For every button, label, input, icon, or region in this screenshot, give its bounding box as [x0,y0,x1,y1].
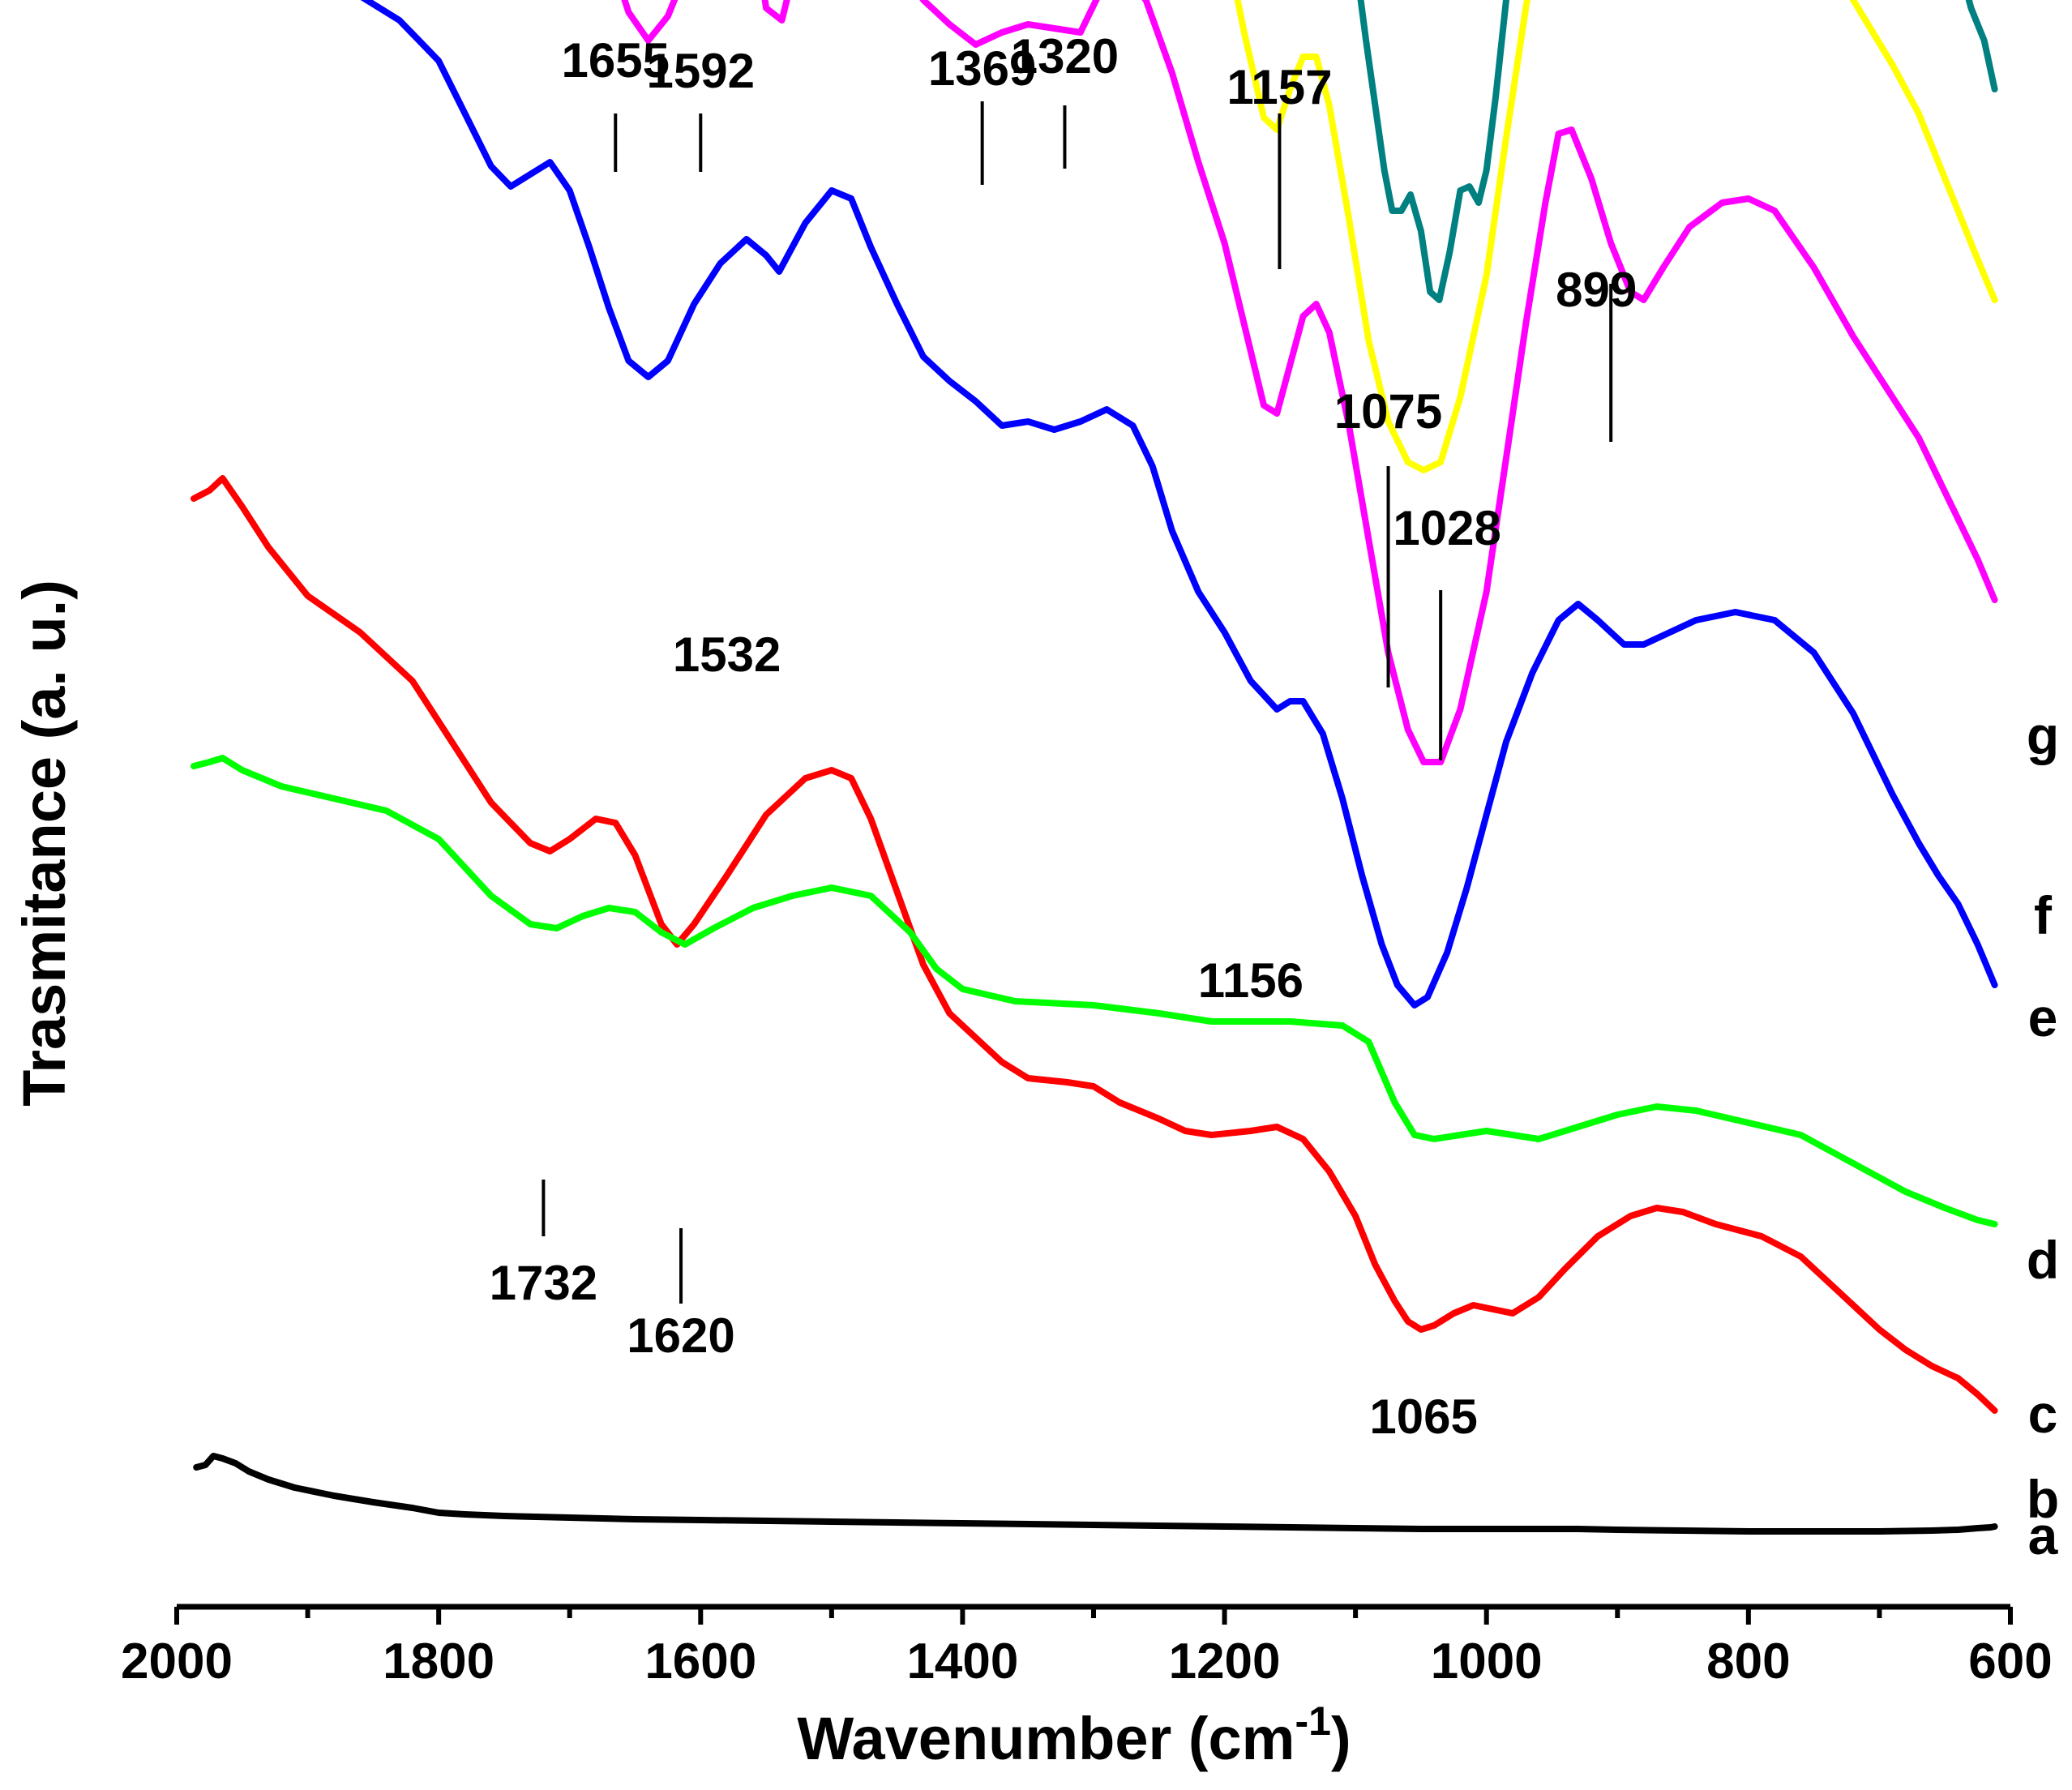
peak-label-1156: 1156 [1198,953,1304,1008]
peak-label-899: 899 [1556,263,1637,317]
series-label-b: b [2027,1469,2059,1529]
series-label-c: c [2028,1384,2058,1444]
peak-label-1732: 1732 [490,1256,597,1310]
x-tick-label: 1200 [1169,1634,1281,1689]
x-tick-label: 1800 [383,1634,494,1689]
peak-label-1320: 1320 [1011,29,1119,84]
peak-label-1157: 1157 [1227,60,1332,114]
peak-label-1655: 1655 [562,33,670,88]
series-line-a [193,1453,1998,1535]
axes-layer: 2000 1800 1600 1400 1200 1000 800 600 [121,1604,2053,1689]
series-layer: abc d ef g [191,0,2059,1565]
series-line-e [621,0,1998,765]
peak-label-1028: 1028 [1393,501,1500,555]
peak-label-1369: 1369 [928,41,1036,96]
x-tick-label: 600 [1968,1634,2052,1689]
x-axis-title-main: Wavenumber (cm [797,1705,1295,1772]
x-tick-label: 800 [1706,1634,1790,1689]
y-axis-title: Trasmitance (a. u.) [11,580,78,1107]
series-line-d [360,0,1998,1008]
x-tick-label: 2000 [121,1634,233,1689]
series-label-d: d [2027,1230,2059,1290]
peak-label-1592: 1592 [647,44,755,98]
x-axis-title-exponent: -1 [1295,1698,1330,1744]
peak-label-1075: 1075 [1334,384,1442,439]
series-label-f: f [2034,885,2053,945]
series-label-g: g [2027,705,2059,765]
x-tick-label: 1600 [644,1634,756,1689]
series-line-b [191,475,1998,1414]
x-axis-title-close: ) [1331,1705,1351,1772]
x-tick-label: 1400 [906,1634,1018,1689]
peak-label-1620: 1620 [627,1308,734,1363]
series-label-a: a [2028,1505,2059,1565]
series-line-c [191,755,1998,1227]
series-label-e: e [2028,987,2058,1047]
peak-label-1065: 1065 [1369,1390,1477,1444]
peak-label-1532: 1532 [673,627,781,682]
x-tick-label: 1000 [1431,1634,1543,1689]
x-axis-title: Wavenumber (cm-1) [797,1698,1351,1772]
